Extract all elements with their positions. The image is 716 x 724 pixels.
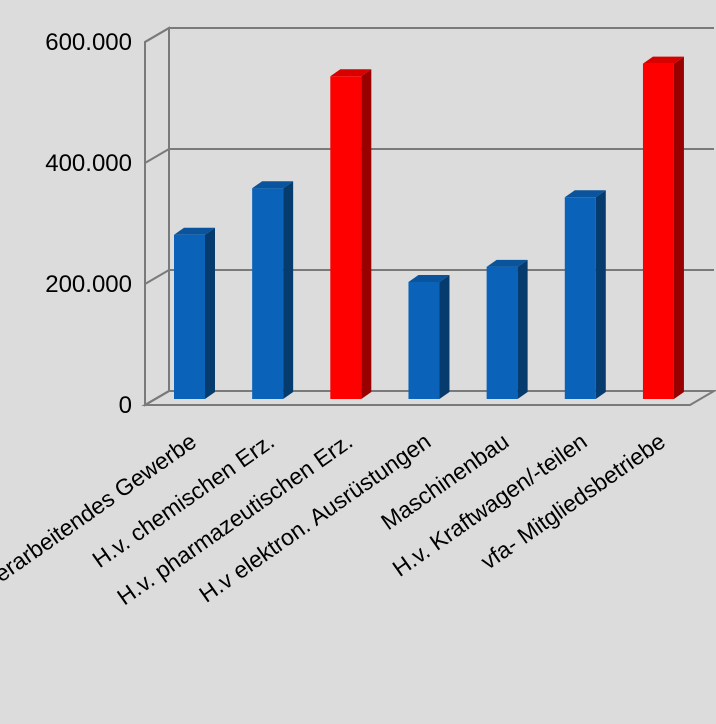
bar-side xyxy=(205,227,215,399)
bar-front xyxy=(564,197,596,399)
bar-front xyxy=(486,266,518,399)
bar-top xyxy=(330,69,372,77)
y-axis-tick-labels: 0 200.000 400.000 600.000 xyxy=(45,29,132,419)
bar-top xyxy=(408,274,450,282)
bar xyxy=(408,274,450,399)
gridline-depth xyxy=(144,148,170,164)
gridline xyxy=(144,27,714,43)
bar-front xyxy=(252,188,284,399)
bar-side xyxy=(361,69,372,400)
y-tick-label: 600.000 xyxy=(45,29,132,56)
bar-top xyxy=(564,190,606,198)
bar-front xyxy=(174,234,205,399)
bar-top xyxy=(252,181,294,189)
bar xyxy=(252,181,294,399)
bar xyxy=(174,227,215,399)
bar xyxy=(330,69,372,400)
bar-top xyxy=(486,259,528,267)
bar-side xyxy=(595,190,606,399)
bars xyxy=(174,56,684,400)
bar-front xyxy=(642,63,674,399)
y-tick-label: 200.000 xyxy=(45,271,132,298)
bar-side xyxy=(283,181,294,399)
bar-top xyxy=(642,56,684,64)
gridline-depth xyxy=(144,27,170,43)
gridline-depth xyxy=(144,390,170,406)
bar-front xyxy=(330,76,362,400)
bar-side xyxy=(673,56,684,399)
side-wall xyxy=(144,26,170,407)
gridline-depth xyxy=(144,269,170,285)
bar-front xyxy=(408,281,440,399)
bar xyxy=(642,56,684,399)
gridline xyxy=(144,390,170,406)
bar xyxy=(564,190,606,399)
y-tick-label: 400.000 xyxy=(45,150,132,177)
bar-side xyxy=(439,274,450,399)
gridline xyxy=(144,148,714,164)
bar-top xyxy=(174,227,215,235)
y-tick-label: 0 xyxy=(119,392,132,419)
bar xyxy=(486,259,528,399)
bar-side xyxy=(517,259,528,399)
